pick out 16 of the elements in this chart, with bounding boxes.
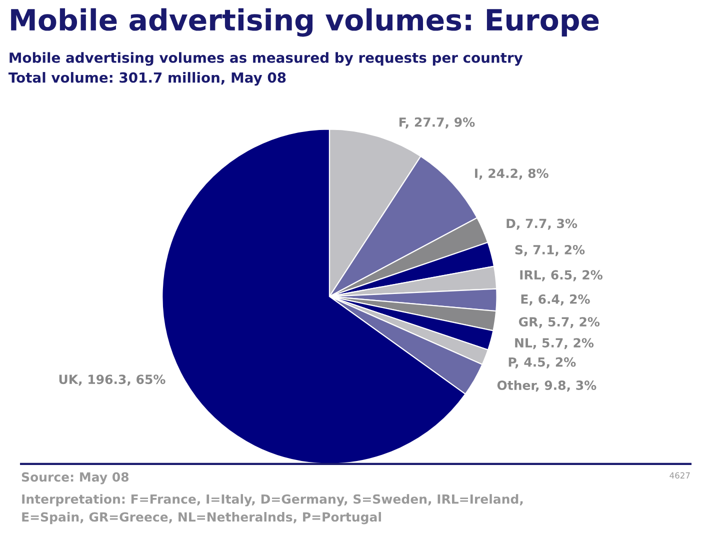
text: Interpretation: F=France, I=Italy, D=Germany, S=Sweden, IRL=Ireland, E=Spain, GR=Greece, NL=Netheralnds, P=Portugal: [22, 494, 523, 524]
slice-label: Other, 9.8, 3%: [497, 380, 596, 392]
slice-label: D, 7.7, 3%: [506, 218, 578, 230]
slice-label: P, 4.5, 2%: [508, 357, 576, 368]
chart-title: Mobile advertising volumes: Europe: [11, 8, 599, 37]
source-note: Source: May 08: [22, 472, 129, 484]
text: 4627: [670, 472, 690, 479]
slice-label: GR, 5.7, 2%: [518, 317, 600, 328]
slice-label: NL, 5.7, 2%: [515, 338, 594, 350]
slice-label: IRL, 6.5, 2%: [520, 270, 602, 282]
chart-subtitle: Mobile advertising volumes as measured by requests per country Total volume: 301.7 million, May 08: [8, 52, 523, 86]
slice-label: I, 24.2, 8%: [475, 168, 548, 180]
slice-label: F, 27.7, 9%: [399, 117, 475, 128]
slice-label: S, 7.1, 2%: [515, 245, 585, 256]
slice-label: UK, 196.3, 65%: [59, 374, 166, 386]
slice-label: E, 6.4, 2%: [521, 294, 590, 306]
